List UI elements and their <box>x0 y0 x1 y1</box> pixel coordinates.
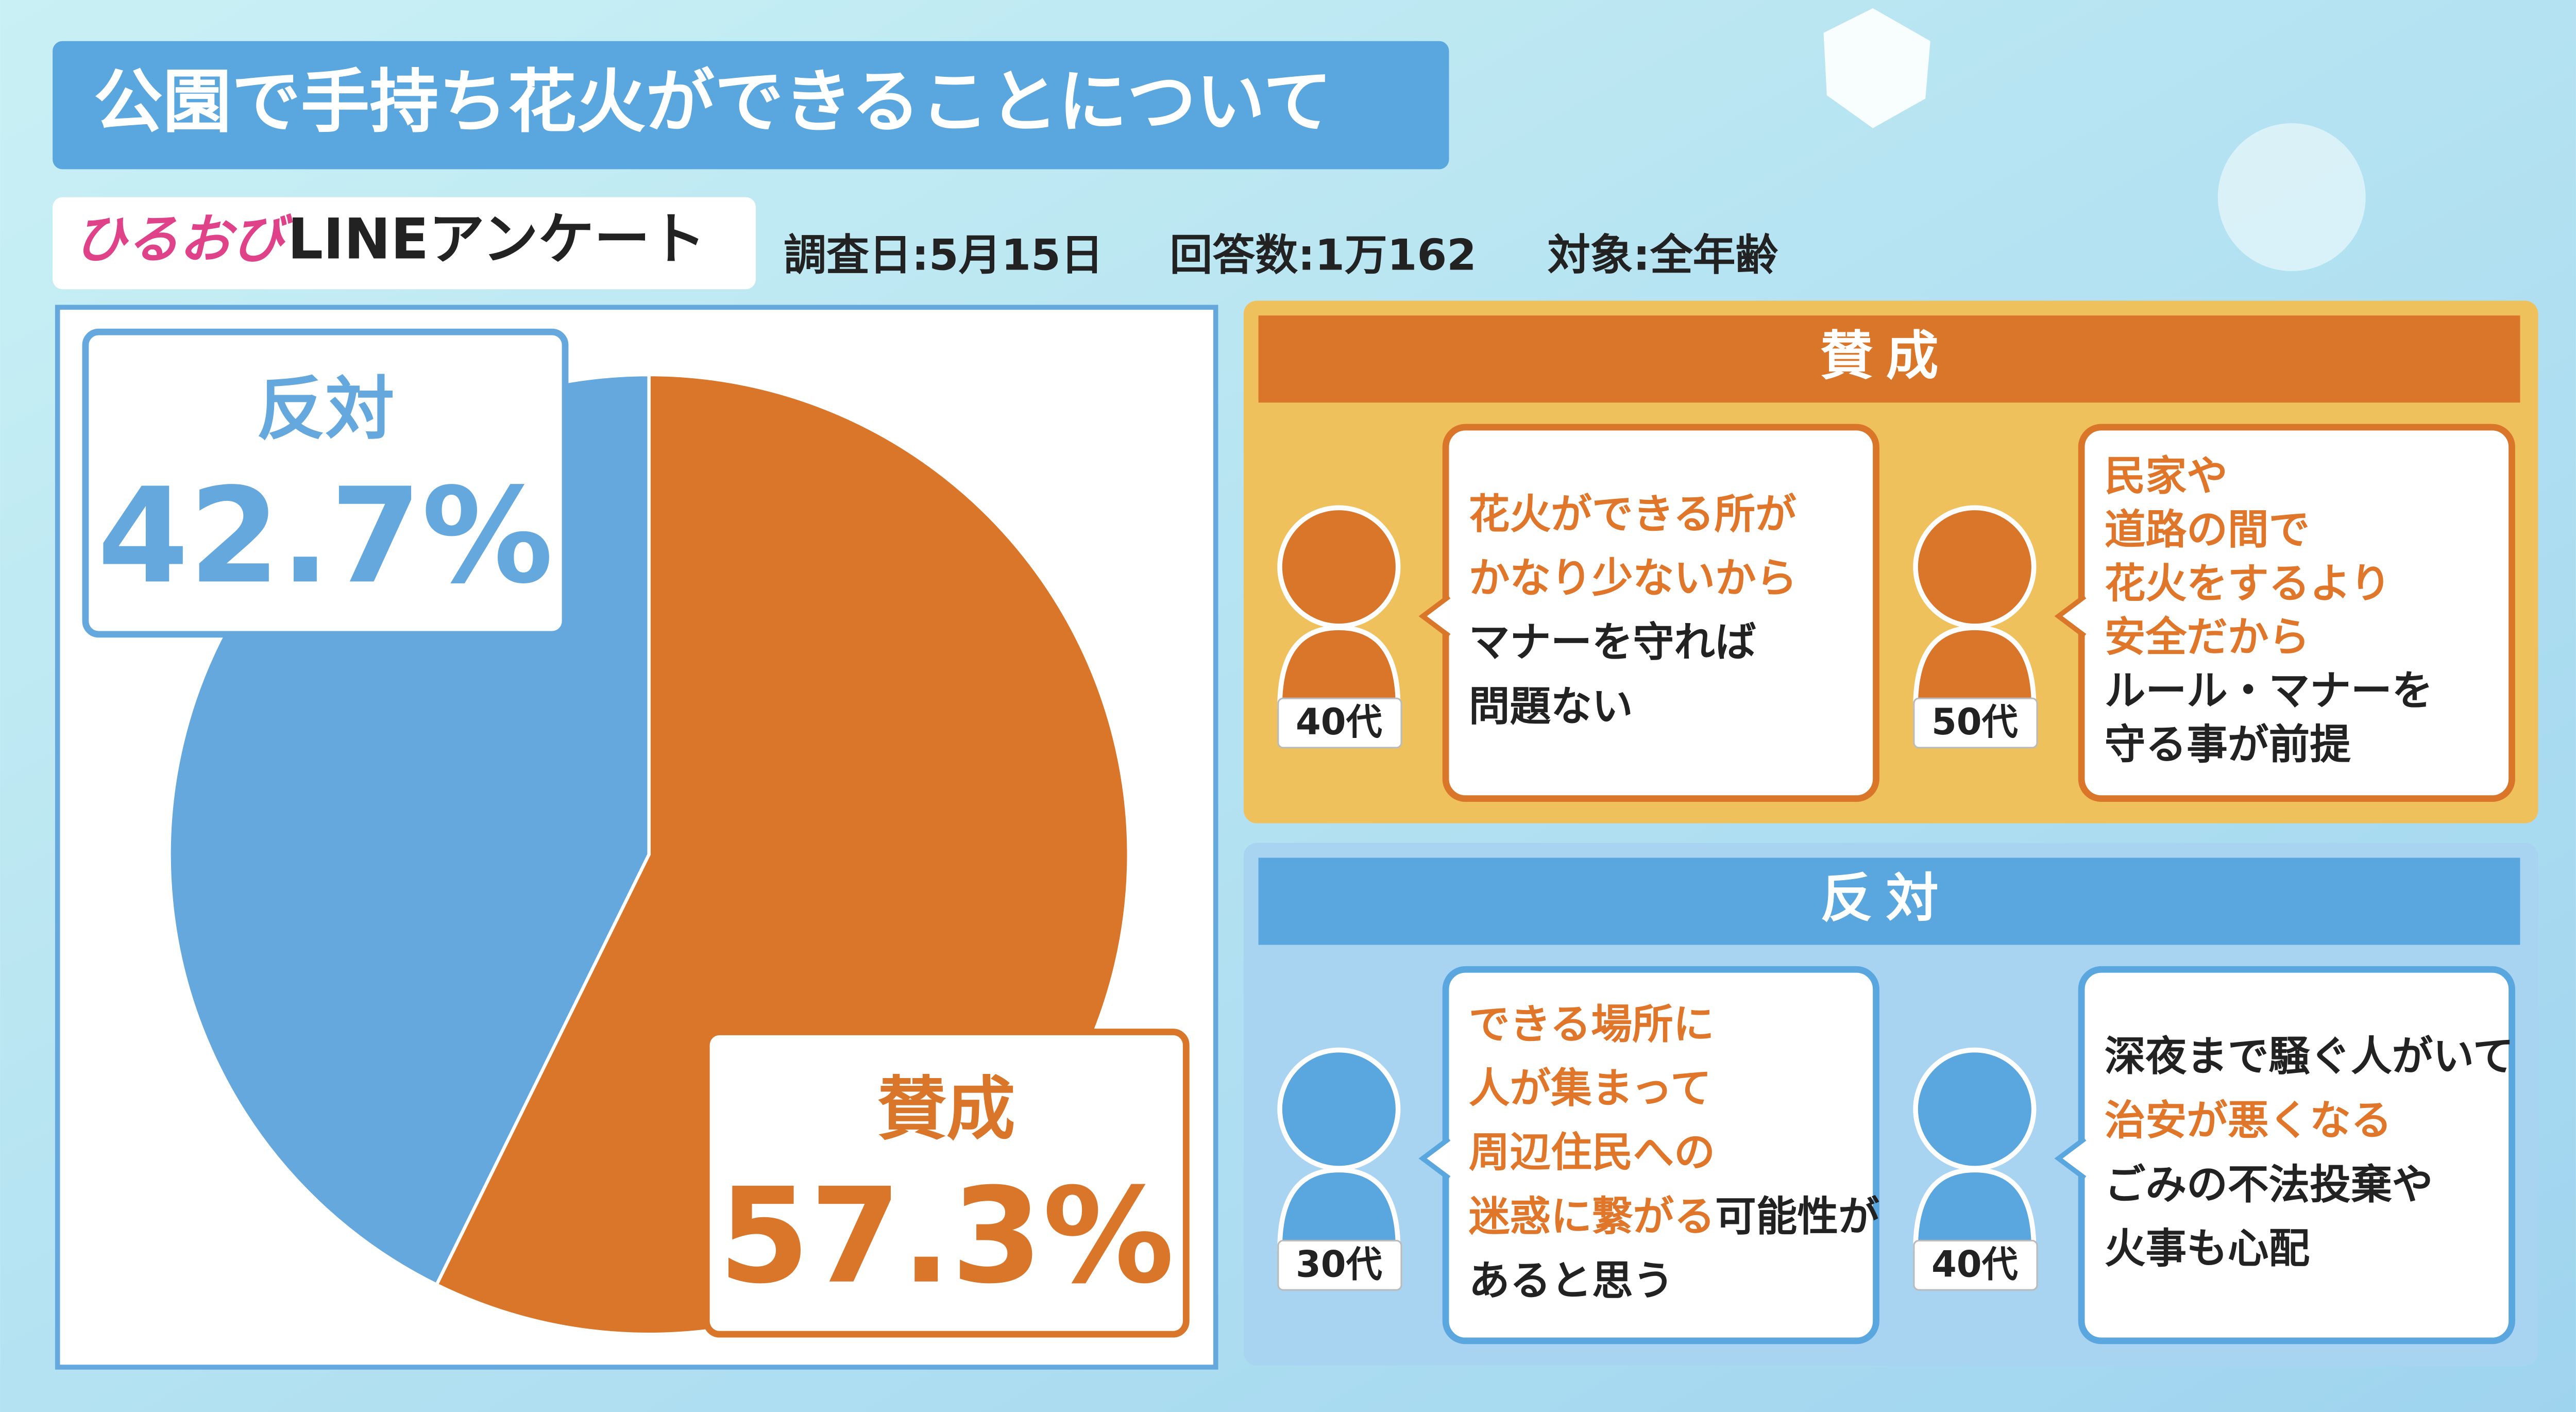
opinion-header <box>1258 315 2520 403</box>
slice-value: 42.7% <box>97 460 553 613</box>
survey-detail: 対象:全年齢 <box>1548 230 1778 280</box>
comment-segment: かなり少ないから <box>1469 554 1798 602</box>
comment-line: ルール・マナーを <box>2105 667 2433 715</box>
comment-segment: 道路の間で <box>2105 506 2310 553</box>
comment-segment: 問題ない <box>1469 682 1633 730</box>
decoration <box>1823 8 1930 128</box>
age-label: 30代 <box>1296 1243 1382 1285</box>
comment-segment: 花火をするより <box>2105 559 2391 607</box>
person-head <box>1913 505 2037 629</box>
comment-segment: 治安が悪くなる <box>2105 1096 2392 1144</box>
decoration <box>2217 123 2366 272</box>
person-body <box>1913 625 2037 709</box>
age-box <box>1277 1239 1402 1291</box>
comment-segment: 民家や <box>2105 452 2228 500</box>
bubble-tail <box>1418 594 1451 638</box>
comment-line: 深夜まで騒ぐ人がいて <box>2105 1032 2514 1080</box>
bubble-tail <box>1418 1136 1451 1181</box>
person-body <box>1913 1167 2037 1252</box>
title: 公園で手持ち花火ができることについて <box>94 62 1332 142</box>
logo: ひるおび <box>74 209 293 271</box>
age-box <box>1277 697 1402 749</box>
bubble-tail <box>2054 594 2087 638</box>
comment-line: 迷惑に繋がる可能性が <box>1469 1192 1879 1240</box>
label-box <box>82 328 569 638</box>
slice-value: 57.3% <box>718 1160 1174 1313</box>
comment-line: 安全だから <box>2105 613 2310 661</box>
comment-line: 火事も心配 <box>2105 1224 2310 1272</box>
comment-bubble <box>2078 966 2515 1344</box>
comment-segment: 周辺住民への <box>1469 1129 1715 1176</box>
comment-segment: ごみの不法投棄や <box>2105 1161 2433 1208</box>
slice-label: 反対 <box>257 369 395 449</box>
person-body <box>1277 1167 1401 1252</box>
bubble-tail <box>2054 1136 2087 1181</box>
comment-segment: 火事も心配 <box>2105 1224 2310 1272</box>
person-head <box>1277 1047 1401 1171</box>
comment-segment: マナーを守れば <box>1469 618 1756 666</box>
age-box <box>1913 1239 2038 1291</box>
comment-segment: 花火ができる所が <box>1469 490 1797 538</box>
comment-line: あると思う <box>1469 1256 1674 1304</box>
person-body <box>1277 625 1401 709</box>
comment-bubble <box>1442 424 1879 802</box>
comment-line: かなり少ないから <box>1469 554 1798 602</box>
comment-line: 問題ない <box>1469 682 1633 730</box>
survey-detail: 回答数:1万162 <box>1170 230 1476 280</box>
comment-line: 周辺住民への <box>1469 1129 1715 1176</box>
comment-line: 花火ができる所が <box>1469 490 1797 538</box>
comment-segment: できる場所に <box>1469 1000 1715 1048</box>
opinion-heading: 反対 <box>1820 868 1952 929</box>
opinion-header <box>1258 858 2520 945</box>
comment-segment: 守る事が前提 <box>2105 720 2351 768</box>
comment-segment: 人が集まって <box>1469 1064 1711 1112</box>
survey-detail: 調査日:5月15日 <box>784 230 1104 280</box>
comment-segment: あると思う <box>1469 1256 1674 1304</box>
logo-box <box>53 197 756 290</box>
person-head <box>1277 505 1401 629</box>
age-label: 40代 <box>1296 701 1382 743</box>
comment-segment: 可能性が <box>1715 1192 1879 1240</box>
slice-label: 賛成 <box>877 1069 1015 1150</box>
comment-line: 守る事が前提 <box>2105 720 2351 768</box>
comment-line: 花火をするより <box>2105 559 2391 607</box>
label-box <box>703 1029 1190 1338</box>
comment-segment: ルール・マナーを <box>2105 667 2433 715</box>
comment-segment: 深夜まで騒ぐ人がいて <box>2105 1032 2514 1080</box>
person-head <box>1913 1047 2037 1171</box>
comment-line: 人が集まって <box>1469 1064 1711 1112</box>
opinion-heading: 賛成 <box>1820 326 1952 387</box>
source-name: LINEアンケート <box>287 207 706 272</box>
comment-line: 道路の間で <box>2105 506 2310 553</box>
comment-line: できる場所に <box>1469 1000 1715 1048</box>
age-label: 40代 <box>1931 1243 2018 1285</box>
comment-segment: 迷惑に繋がる <box>1469 1192 1715 1240</box>
comment-line: 治安が悪くなる <box>2105 1096 2392 1144</box>
title-box <box>53 41 1449 170</box>
comment-line: ごみの不法投棄や <box>2105 1161 2433 1208</box>
age-label: 50代 <box>1931 701 2018 743</box>
comment-segment: 安全だから <box>2105 613 2310 661</box>
age-box <box>1913 697 2038 749</box>
comment-line: 民家や <box>2105 452 2228 500</box>
comment-line: マナーを守れば <box>1469 618 1756 666</box>
